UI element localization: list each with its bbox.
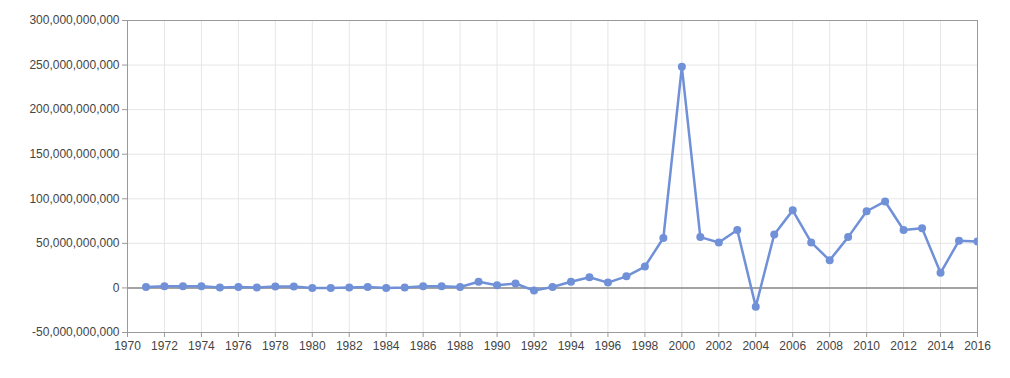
svg-text:1986: 1986 (410, 339, 437, 353)
svg-text:1994: 1994 (558, 339, 585, 353)
svg-text:-50,000,000,000: -50,000,000,000 (32, 325, 120, 339)
svg-text:2010: 2010 (853, 339, 880, 353)
svg-text:300,000,000,000: 300,000,000,000 (29, 13, 119, 27)
svg-text:2006: 2006 (779, 339, 806, 353)
svg-text:200,000,000,000: 200,000,000,000 (29, 102, 119, 116)
svg-text:1980: 1980 (299, 339, 326, 353)
svg-text:100,000,000,000: 100,000,000,000 (29, 192, 119, 206)
svg-text:1970: 1970 (114, 339, 141, 353)
svg-text:1978: 1978 (262, 339, 289, 353)
svg-text:2012: 2012 (890, 339, 917, 353)
svg-text:1972: 1972 (151, 339, 178, 353)
svg-text:1990: 1990 (484, 339, 511, 353)
svg-text:1984: 1984 (373, 339, 400, 353)
svg-text:1998: 1998 (632, 339, 659, 353)
svg-text:1988: 1988 (447, 339, 474, 353)
svg-text:1976: 1976 (225, 339, 252, 353)
svg-text:1982: 1982 (336, 339, 363, 353)
svg-text:1992: 1992 (521, 339, 548, 353)
svg-text:150,000,000,000: 150,000,000,000 (29, 147, 119, 161)
svg-text:250,000,000,000: 250,000,000,000 (29, 58, 119, 72)
svg-text:0: 0 (113, 281, 120, 295)
svg-text:50,000,000,000: 50,000,000,000 (36, 236, 120, 250)
svg-text:1996: 1996 (595, 339, 622, 353)
svg-text:1974: 1974 (188, 339, 215, 353)
svg-text:2016: 2016 (964, 339, 991, 353)
svg-text:2004: 2004 (742, 339, 769, 353)
svg-text:2002: 2002 (705, 339, 732, 353)
svg-text:2000: 2000 (668, 339, 695, 353)
svg-text:2008: 2008 (816, 339, 843, 353)
svg-text:2014: 2014 (927, 339, 954, 353)
